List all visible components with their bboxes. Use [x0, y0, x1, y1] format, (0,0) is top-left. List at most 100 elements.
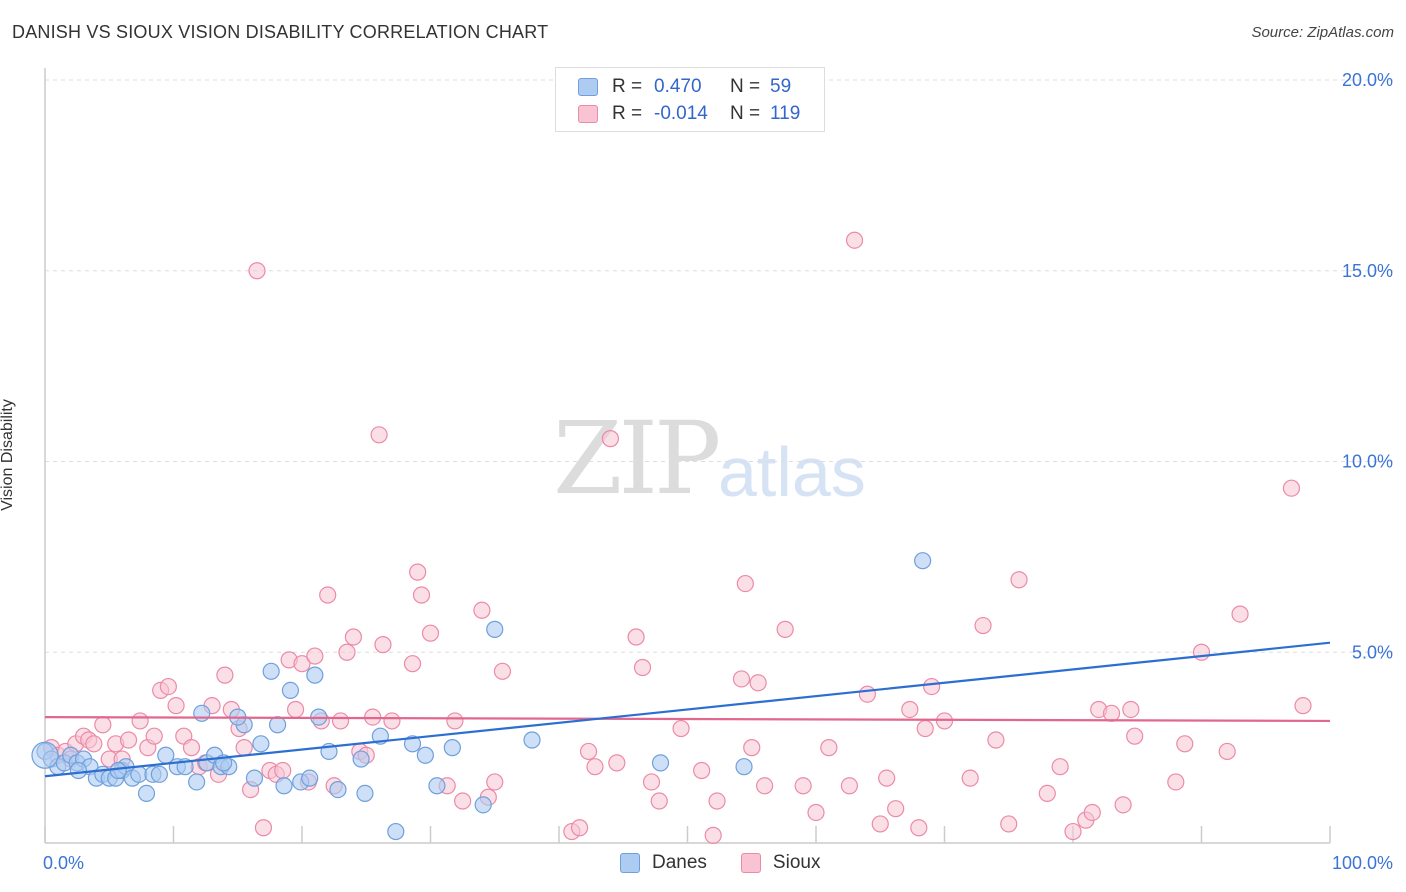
- axes: [44, 68, 1331, 844]
- sioux-trend-line: [44, 716, 1331, 723]
- danes-point: [150, 765, 168, 783]
- sioux-point: [182, 739, 201, 757]
- sioux-point: [403, 655, 422, 673]
- series-legend: Danes Sioux: [620, 852, 854, 874]
- sioux-point: [338, 643, 356, 661]
- legend-r-value: 0.470: [654, 76, 702, 97]
- sioux-point: [1218, 742, 1236, 761]
- legend-n-value: 59: [770, 76, 792, 97]
- stats-legend: R = 0.470 N = 59 R = -0.014 N = 119: [555, 67, 825, 132]
- y-tick-label: 10.0%: [1342, 452, 1393, 472]
- danes-point: [651, 754, 670, 772]
- legend-n-label: N =: [730, 76, 761, 97]
- sioux-point: [131, 712, 149, 730]
- sioux-point: [319, 586, 337, 604]
- watermark-zip: ZIP: [553, 400, 721, 517]
- danes-point: [428, 777, 446, 795]
- y-tick-label: 20.0%: [1342, 70, 1393, 90]
- sioux-point: [608, 754, 626, 772]
- danes-point: [403, 735, 422, 753]
- legend-row-sioux: R = -0.014 N = 119: [578, 103, 800, 125]
- danes-point: [31, 741, 59, 769]
- sioux-point: [987, 731, 1005, 749]
- sioux-point: [627, 628, 645, 646]
- sioux-legend-label: Sioux: [772, 852, 821, 873]
- sioux-point: [871, 815, 889, 833]
- sioux-point: [708, 792, 726, 810]
- sioux-point: [650, 792, 668, 810]
- sioux-swatch: [578, 105, 598, 123]
- sioux-point: [331, 712, 350, 730]
- sioux-point: [254, 819, 273, 837]
- danes-point: [137, 784, 156, 803]
- sioux-point: [1000, 815, 1018, 833]
- sioux-point: [579, 742, 598, 761]
- sioux-point: [1038, 784, 1056, 803]
- y-tick-label: 5.0%: [1352, 642, 1393, 662]
- sioux-point: [923, 677, 941, 696]
- danes-point: [245, 769, 264, 787]
- danes-point: [252, 735, 270, 753]
- sioux-point: [1064, 822, 1082, 841]
- sioux-point: [743, 739, 761, 757]
- source-label: Source: ZipAtlas.com: [1251, 24, 1394, 41]
- x-tick-label: 0.0%: [43, 853, 84, 873]
- sioux-point: [1051, 758, 1069, 776]
- sioux-point: [374, 636, 392, 654]
- sioux-points: [42, 231, 1312, 844]
- sioux-point: [935, 712, 954, 730]
- legend-item-sioux[interactable]: Sioux: [740, 852, 821, 874]
- sioux-point: [1126, 727, 1144, 745]
- sioux-point: [961, 769, 979, 787]
- sioux-point: [159, 677, 177, 696]
- danes-point: [523, 731, 541, 749]
- danes-point: [352, 750, 370, 768]
- sioux-point: [840, 777, 859, 795]
- danes-point: [275, 777, 293, 795]
- legend-r-label: R =: [612, 103, 643, 124]
- y-tick-label: 15.0%: [1342, 261, 1393, 281]
- sioux-point: [1122, 700, 1140, 719]
- danes-point: [281, 681, 300, 700]
- danes-legend-label: Danes: [652, 852, 707, 873]
- x-tick-label: 100.0%: [1332, 853, 1393, 873]
- danes-point: [416, 746, 434, 764]
- sioux-point: [901, 700, 919, 719]
- sioux-point: [845, 231, 864, 249]
- sioux-point: [145, 727, 163, 745]
- sioux-point: [1294, 697, 1312, 715]
- sioux-point: [916, 719, 934, 738]
- sioux-point: [642, 773, 661, 791]
- danes-point: [356, 784, 374, 803]
- sioux-point: [878, 769, 896, 787]
- watermark-atlas: atlas: [718, 433, 866, 511]
- danes-point: [914, 552, 932, 570]
- sioux-point: [887, 800, 905, 818]
- danes-point: [486, 620, 504, 638]
- danes-point: [193, 704, 211, 722]
- danes-point: [262, 662, 280, 680]
- sioux-point: [910, 819, 928, 837]
- sioux-point: [858, 685, 877, 703]
- grid-lines: [45, 79, 1395, 653]
- sioux-point: [794, 777, 812, 795]
- sioux-point: [704, 826, 722, 844]
- chart-title: DANISH VS SIOUX VISION DISABILITY CORREL…: [12, 22, 549, 42]
- legend-item-danes[interactable]: Danes: [620, 852, 707, 874]
- sioux-point: [493, 662, 512, 680]
- sioux-point: [601, 430, 620, 448]
- sioux-point: [755, 777, 774, 795]
- danes-legend-swatch: [620, 853, 640, 873]
- sioux-point: [412, 586, 431, 604]
- danes-point: [329, 780, 347, 799]
- danes-point: [69, 761, 88, 780]
- danes-point: [268, 716, 287, 734]
- sioux-point: [94, 716, 112, 734]
- sioux-point: [749, 674, 767, 692]
- sioux-point: [1282, 479, 1301, 497]
- sioux-point: [974, 616, 992, 635]
- danes-point: [301, 769, 319, 787]
- legend-r-value: -0.014: [654, 103, 708, 124]
- sioux-point: [248, 262, 266, 280]
- sioux-point: [732, 670, 751, 688]
